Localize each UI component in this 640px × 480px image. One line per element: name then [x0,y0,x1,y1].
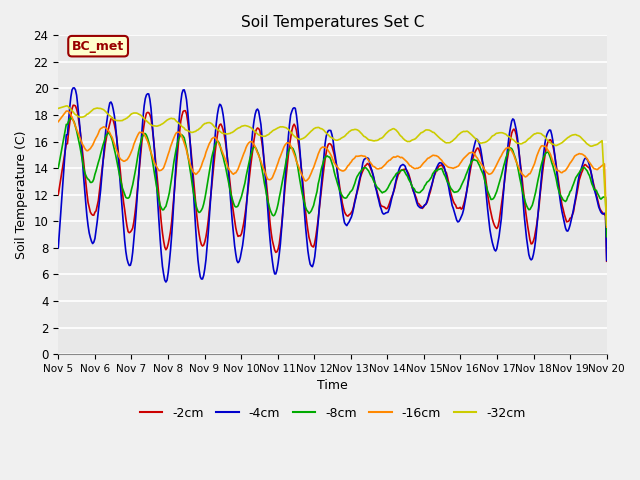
Legend: -2cm, -4cm, -8cm, -16cm, -32cm: -2cm, -4cm, -8cm, -16cm, -32cm [134,402,531,425]
Y-axis label: Soil Temperature (C): Soil Temperature (C) [15,131,28,259]
X-axis label: Time: Time [317,379,348,392]
Title: Soil Temperatures Set C: Soil Temperatures Set C [241,15,424,30]
Text: BC_met: BC_met [72,40,124,53]
